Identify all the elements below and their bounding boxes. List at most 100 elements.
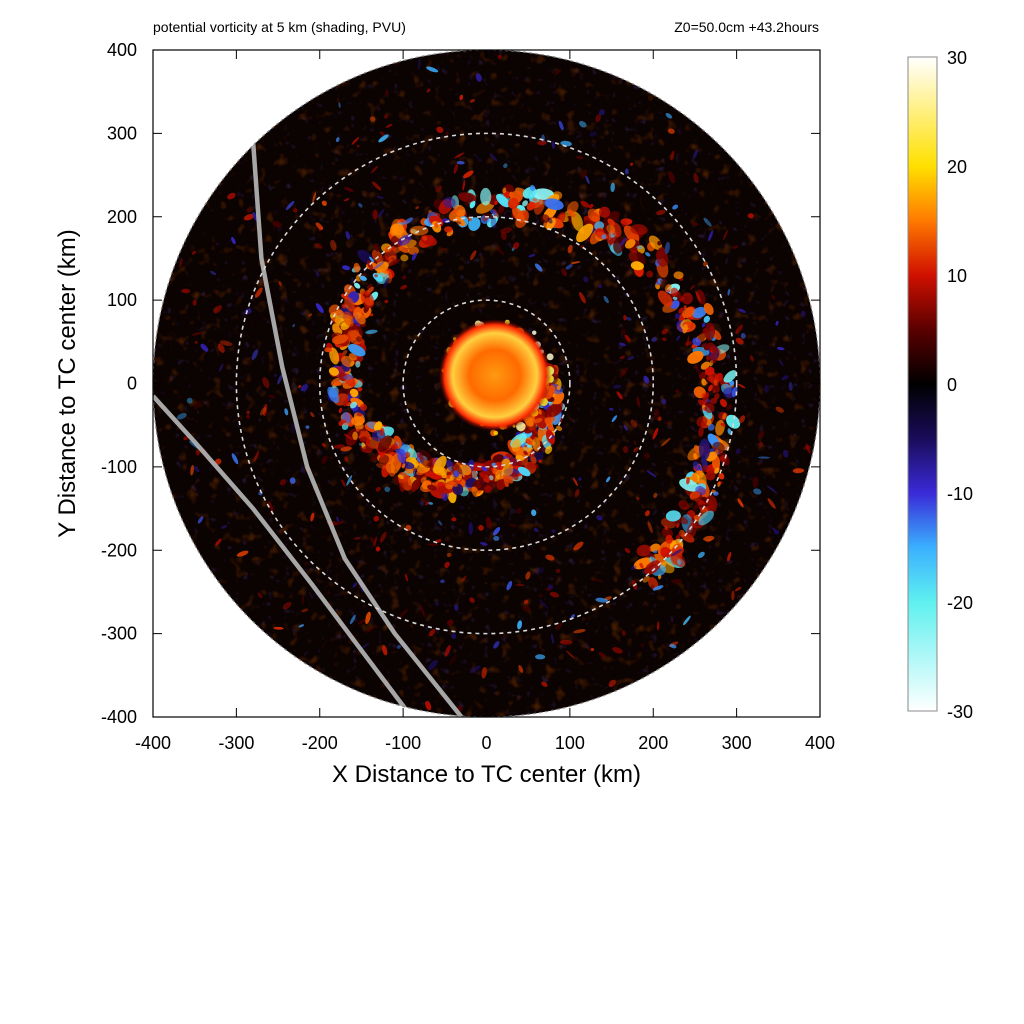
pv-feature <box>434 222 439 228</box>
pv-feature <box>545 554 555 561</box>
pv-feature <box>333 380 344 386</box>
pv-feature <box>704 322 716 341</box>
pv-feature <box>475 200 495 214</box>
pv-feature <box>722 412 727 420</box>
pv-feature <box>351 136 360 145</box>
pv-feature <box>507 197 519 209</box>
pv-feature <box>194 400 201 410</box>
pv-feature <box>454 152 465 159</box>
pv-feature <box>490 215 497 229</box>
pv-feature <box>511 438 521 452</box>
pv-feature <box>727 428 732 435</box>
pv-feature <box>253 450 260 462</box>
pv-feature <box>231 236 236 245</box>
pv-feature <box>342 311 355 327</box>
pv-feature <box>447 619 454 626</box>
pv-feature <box>515 584 525 587</box>
pv-feature <box>473 153 483 163</box>
pv-feature <box>192 299 197 306</box>
pv-feature <box>437 520 443 526</box>
pv-feature <box>653 549 658 554</box>
pv-feature <box>556 425 563 431</box>
pv-feature <box>445 484 453 490</box>
pv-feature <box>355 336 363 343</box>
pv-feature <box>505 453 513 458</box>
pv-feature <box>359 275 367 281</box>
pv-feature <box>766 485 778 494</box>
pv-feature <box>370 536 377 548</box>
pv-feature <box>489 153 498 162</box>
pv-feature <box>636 496 640 501</box>
pv-feature <box>456 220 462 225</box>
pv-feature <box>525 438 532 445</box>
pv-feature <box>588 203 594 209</box>
pv-feature <box>374 243 380 252</box>
pv-feature <box>620 329 627 335</box>
pv-feature <box>598 206 611 218</box>
pv-feature <box>469 200 476 209</box>
pv-feature <box>566 650 575 659</box>
pv-feature <box>493 641 500 649</box>
pv-feature <box>503 163 508 169</box>
pv-feature <box>369 116 376 122</box>
run-info-label: Z0=50.0cm +43.2hours <box>674 19 819 35</box>
pv-feature <box>648 577 659 590</box>
pv-feature <box>619 367 629 378</box>
pv-feature <box>312 192 317 204</box>
pv-feature <box>661 398 667 405</box>
pv-feature <box>714 393 720 400</box>
pv-feature <box>630 419 638 428</box>
pv-feature <box>301 595 305 605</box>
pv-feature <box>734 586 742 592</box>
pv-feature <box>655 247 666 260</box>
pv-feature <box>513 242 520 250</box>
pv-feature <box>343 374 354 380</box>
pv-feature <box>451 517 457 522</box>
pv-feature <box>371 181 382 191</box>
pv-feature <box>246 414 250 419</box>
pv-feature <box>321 455 328 465</box>
pv-feature <box>495 246 505 256</box>
pv-feature <box>553 69 562 76</box>
pv-feature <box>336 516 339 522</box>
pv-feature <box>215 538 222 546</box>
pv-feature <box>682 323 688 334</box>
pv-feature <box>693 444 700 454</box>
pv-feature <box>193 466 200 473</box>
pv-feature <box>379 427 385 437</box>
pv-feature <box>236 550 249 557</box>
pv-feature <box>410 478 421 492</box>
pv-feature <box>701 322 706 328</box>
pv-feature <box>702 261 708 267</box>
pv-feature <box>426 66 439 73</box>
pv-feature <box>538 593 544 598</box>
pv-feature <box>279 479 287 486</box>
pv-feature <box>531 330 537 335</box>
x-axis-title: X Distance to TC center (km) <box>332 761 641 788</box>
pv-feature <box>531 509 537 517</box>
colorbar-tick-label: -10 <box>947 484 973 504</box>
pv-feature <box>664 241 670 255</box>
pv-feature <box>710 345 721 355</box>
pv-feature <box>771 294 776 300</box>
pv-feature <box>697 551 705 559</box>
pv-feature <box>555 622 563 630</box>
pv-feature <box>596 515 603 521</box>
pv-feature <box>432 466 448 476</box>
pv-feature <box>402 275 407 280</box>
pv-feature <box>361 291 375 309</box>
pv-feature <box>371 165 379 174</box>
pv-feature <box>735 448 741 454</box>
pv-feature <box>532 188 554 200</box>
pv-feature <box>552 391 565 405</box>
pv-feature <box>231 453 239 465</box>
pv-feature <box>726 403 733 411</box>
pv-feature <box>462 180 466 191</box>
pv-feature <box>675 534 681 541</box>
pv-feature <box>636 245 643 250</box>
pv-feature <box>411 252 417 261</box>
pv-feature <box>644 510 650 517</box>
pv-feature <box>349 614 356 625</box>
pv-feature <box>621 630 626 636</box>
pv-feature <box>709 352 718 364</box>
